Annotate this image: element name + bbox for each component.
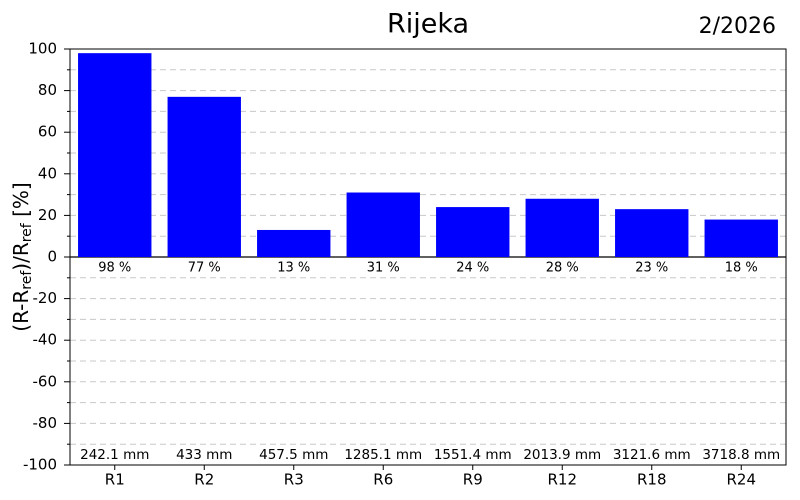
bar xyxy=(704,219,778,257)
value-label: 23 % xyxy=(635,261,668,276)
y-tick-label: 100 xyxy=(28,40,57,58)
y-label-subscript: ref xyxy=(19,270,35,290)
y-tick-label: -80 xyxy=(33,414,58,432)
value-label: 18 % xyxy=(725,261,758,276)
value-label: 28 % xyxy=(546,261,579,276)
x-tick-label: R6 xyxy=(373,471,393,489)
bar xyxy=(525,198,599,257)
y-tick-label: 60 xyxy=(38,123,57,141)
annotation: 433 mm xyxy=(176,447,232,463)
y-tick-label: -100 xyxy=(23,456,57,474)
value-label: 98 % xyxy=(98,261,131,276)
x-tick-label: R9 xyxy=(463,471,483,489)
chart-date: 2/2026 xyxy=(699,14,776,39)
value-label: 13 % xyxy=(277,261,310,276)
x-tick-label: R18 xyxy=(637,471,667,489)
value-label: 31 % xyxy=(367,261,400,276)
annotation: 1551.4 mm xyxy=(434,447,512,463)
y-axis-label: (R-Rref)/Rref [%] xyxy=(9,182,36,331)
y-label-part: )/R xyxy=(9,242,33,271)
x-tick-label: R3 xyxy=(284,471,304,489)
y-tick-label: 40 xyxy=(38,164,57,182)
annotation: 1285.1 mm xyxy=(344,447,422,463)
y-tick-label: 20 xyxy=(38,206,57,224)
bar xyxy=(78,53,152,257)
bar xyxy=(615,209,689,257)
plot-frame xyxy=(69,48,787,466)
x-tick-label: R1 xyxy=(105,471,125,489)
y-tick-label: 80 xyxy=(38,81,57,99)
y-tick-label: -60 xyxy=(33,372,58,390)
y-label-subscript: ref xyxy=(19,222,35,242)
chart-title: Rijeka xyxy=(387,9,469,40)
bar xyxy=(346,192,420,257)
y-tick-label: -20 xyxy=(33,289,58,307)
annotation: 3718.8 mm xyxy=(702,447,780,463)
y-label-part: (R-R xyxy=(9,290,33,332)
y-label-part: [%] xyxy=(9,182,33,223)
value-label: 77 % xyxy=(188,261,221,276)
annotation: 242.1 mm xyxy=(80,447,149,463)
value-label: 24 % xyxy=(456,261,489,276)
x-tick-label: R12 xyxy=(547,471,577,489)
bar xyxy=(436,207,510,257)
y-tick-label: 0 xyxy=(47,248,57,266)
annotation: 2013.9 mm xyxy=(523,447,601,463)
bar xyxy=(257,229,331,257)
annotation: 3121.6 mm xyxy=(613,447,691,463)
x-tick-label: R24 xyxy=(726,471,756,489)
bar xyxy=(167,96,241,257)
y-tick-label: -40 xyxy=(33,331,58,349)
x-tick-label: R2 xyxy=(194,471,214,489)
annotation: 457.5 mm xyxy=(259,447,328,463)
